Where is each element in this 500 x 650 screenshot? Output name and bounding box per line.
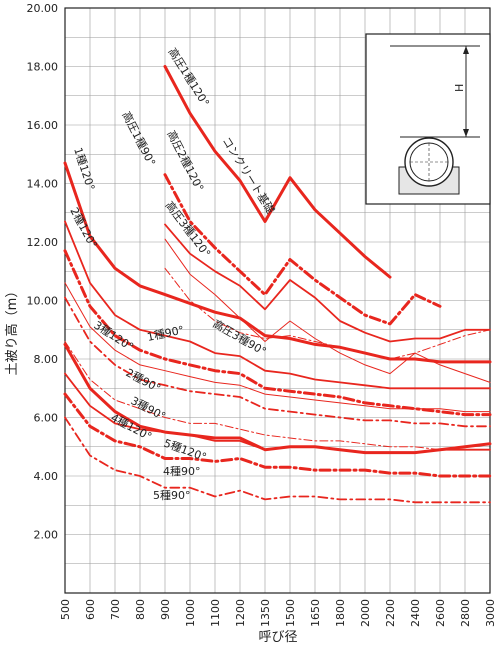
x-tick-label: 500 (59, 599, 72, 620)
series-line (64, 341, 491, 451)
h-arrow-top (463, 46, 469, 54)
x-tick-label: 2400 (409, 599, 422, 627)
y-tick-label: 16.00 (27, 119, 59, 132)
x-tick-label: 1100 (209, 599, 222, 627)
series-label: 高圧1種120° (165, 45, 212, 109)
y-tick-label: 14.00 (27, 178, 59, 191)
y-axis-title: 土被り高（m） (4, 285, 20, 376)
x-tick-label: 2200 (384, 599, 397, 627)
series-label: 1種120° (71, 146, 98, 193)
series-line (63, 392, 492, 478)
x-tick-label: 1500 (284, 599, 297, 627)
series-line (63, 249, 492, 417)
x-tick-label: 600 (84, 599, 97, 620)
x-tick-label: 1000 (184, 599, 197, 627)
y-tick-label: 4.00 (34, 470, 59, 483)
series-label: 4種90° (163, 464, 201, 478)
series-label: 2種120° (67, 205, 100, 251)
x-tick-label: 1650 (309, 599, 322, 627)
series-label: 1種90° (146, 322, 186, 343)
y-tick-label: 6.00 (34, 412, 59, 425)
series-line (63, 342, 492, 455)
y-tick-label: 20.00 (27, 2, 59, 15)
x-tick-label: 2600 (434, 599, 447, 627)
series-line (163, 173, 442, 326)
x-tick-label: 2000 (359, 599, 372, 627)
x-tick-labels: 500 600 700 800 900 1000 1100 1200 1350 1500 1650 1… (59, 599, 497, 627)
series-line (164, 238, 491, 383)
series-label: 5種90° (153, 488, 191, 502)
y-tick-labels: 2.00 4.00 6.00 8.00 10.00 12.00 14.00 16.00 18.0… (27, 2, 59, 542)
inset-diagram: H (365, 33, 491, 205)
series-label: 2種90° (124, 365, 164, 395)
plot-frame (64, 7, 491, 594)
series-label: 高圧1種90° (119, 109, 158, 168)
y-tick-label: 12.00 (27, 236, 59, 249)
h-label: H (453, 84, 466, 92)
series-label: 3種90° (129, 393, 169, 423)
series-line (64, 372, 491, 454)
x-tick-label: 3000 (484, 599, 497, 627)
series-line (64, 296, 491, 428)
series-lines (63, 65, 492, 504)
series-line (164, 223, 491, 343)
x-tick-label: 2800 (459, 599, 472, 627)
h-arrow-bottom (463, 129, 469, 137)
x-tick-label: 900 (159, 599, 172, 620)
x-tick-label: 700 (109, 599, 122, 620)
series-line (64, 416, 491, 504)
x-axis-title: 呼び径 (258, 630, 297, 645)
x-tick-label: 1800 (334, 599, 347, 627)
series-line (163, 65, 392, 279)
x-tick-label: 1350 (259, 599, 272, 627)
x-tick-label: 800 (134, 599, 147, 620)
y-tick-label: 8.00 (34, 353, 59, 366)
y-tick-label: 18.00 (27, 61, 59, 74)
concrete-foundation-label: コンクリート基礎 (219, 135, 277, 217)
y-tick-label: 2.00 (34, 529, 59, 542)
x-tick-label: 1200 (234, 599, 247, 627)
y-tick-label: 10.00 (27, 295, 59, 308)
series-line (64, 220, 491, 390)
